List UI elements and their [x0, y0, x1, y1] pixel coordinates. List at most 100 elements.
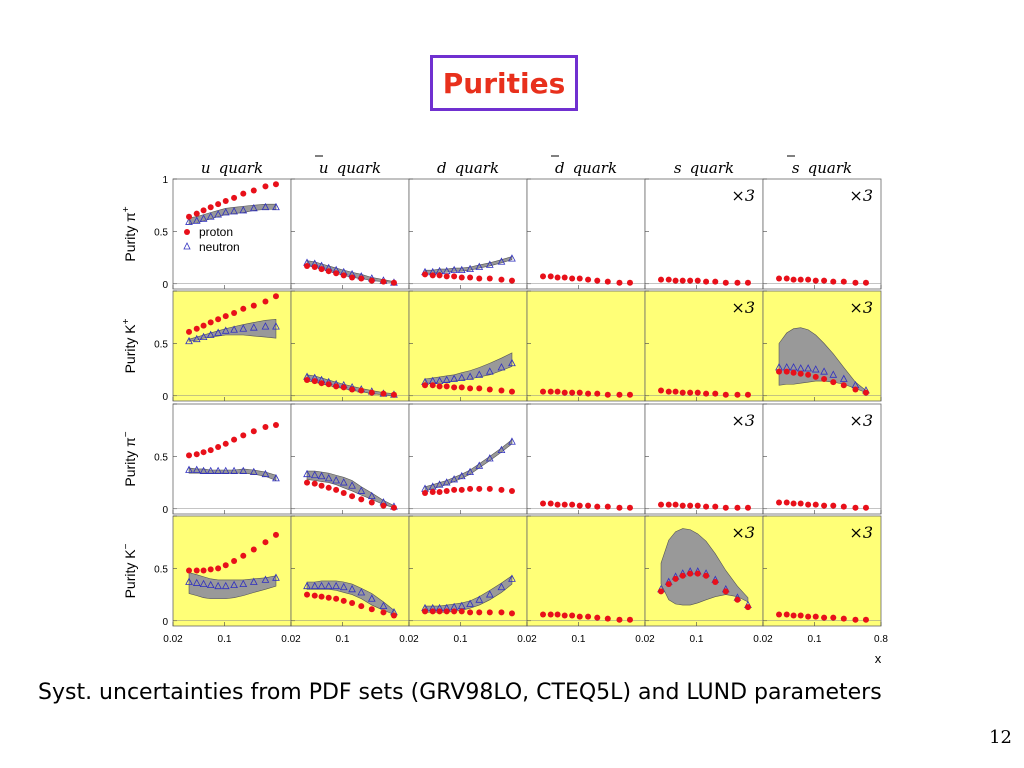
- proton-point: [703, 503, 710, 510]
- proton-point: [215, 443, 222, 450]
- neutron-point: [475, 595, 484, 603]
- neutron-point: [332, 476, 341, 484]
- proton-point: [734, 596, 741, 603]
- proton-point: [722, 391, 729, 398]
- panel-r2-c2: [408, 403, 528, 515]
- scale-note-label: ×3: [849, 186, 873, 205]
- proton-point: [694, 277, 701, 284]
- proton-point: [561, 274, 568, 281]
- neutron-point: [839, 374, 848, 382]
- proton-point: [429, 272, 436, 279]
- legend-proton-marker: [184, 229, 190, 235]
- proton-point: [790, 369, 797, 376]
- proton-point: [790, 276, 797, 283]
- proton-point: [776, 368, 783, 375]
- proton-point: [840, 615, 847, 622]
- proton-point: [561, 389, 568, 396]
- proton-point: [594, 614, 601, 621]
- proton-point: [368, 389, 375, 396]
- neutron-point: [508, 358, 516, 367]
- proton-point: [215, 201, 222, 208]
- proton-point: [540, 611, 547, 618]
- panel-r2-c5: [762, 403, 882, 515]
- proton-point: [429, 382, 436, 389]
- proton-point: [498, 276, 505, 283]
- proton-point: [368, 606, 375, 613]
- proton-point: [458, 274, 465, 281]
- neutron-point: [214, 581, 223, 590]
- proton-point: [358, 496, 365, 503]
- proton-point: [340, 272, 347, 279]
- proton-point: [380, 609, 387, 616]
- neutron-point: [206, 212, 215, 220]
- proton-point: [325, 268, 332, 275]
- purity-chart-grid: u quark u quark d quark d quark s quark s quark Puri…: [121, 155, 889, 666]
- proton-point: [333, 486, 340, 493]
- neutron-point: [442, 375, 451, 383]
- neutron-point: [475, 262, 484, 270]
- proton-point: [262, 183, 269, 190]
- proton-point: [694, 389, 701, 396]
- proton-point: [540, 388, 547, 395]
- proton-point: [304, 262, 311, 269]
- proton-point: [812, 613, 819, 620]
- neutron-point: [230, 207, 238, 215]
- scale-note-label: ×3: [849, 298, 873, 317]
- proton-point: [852, 279, 859, 286]
- neutron-point: [450, 374, 459, 382]
- proton-point: [349, 386, 356, 393]
- proton-point: [349, 274, 356, 281]
- neutron-point: [199, 332, 208, 340]
- proton-point: [304, 591, 311, 598]
- neutron-point: [272, 474, 280, 482]
- panel-r3-c3: [526, 515, 646, 627]
- neutron-point: [206, 580, 215, 589]
- proton-point: [576, 389, 583, 396]
- proton-point: [540, 273, 547, 280]
- proton-point: [222, 198, 229, 204]
- neutron-point: [357, 486, 366, 494]
- neutron-point: [324, 474, 333, 482]
- proton-point: [476, 385, 483, 392]
- proton-point: [554, 274, 561, 281]
- xtick-label: 0.02: [163, 634, 183, 645]
- proton-point: [626, 616, 633, 623]
- proton-point: [186, 213, 193, 220]
- proton-point: [272, 293, 279, 300]
- proton-point: [304, 479, 311, 486]
- proton-point: [679, 277, 686, 284]
- proton-point: [783, 275, 790, 282]
- proton-point: [830, 278, 837, 285]
- panel-r3-c5: [762, 515, 882, 627]
- neutron-point: [239, 206, 248, 214]
- neutron-point: [829, 370, 838, 378]
- proton-point: [240, 305, 247, 312]
- neutron-point: [199, 466, 208, 474]
- proton-point: [547, 388, 554, 395]
- neutron-point: [485, 260, 494, 268]
- proton-point: [797, 500, 804, 507]
- proton-point: [272, 181, 279, 188]
- neutron-point: [497, 445, 506, 453]
- proton-point: [616, 504, 623, 511]
- proton-point: [215, 316, 222, 323]
- proton-point: [311, 480, 318, 487]
- proton-point: [390, 391, 397, 398]
- neutron-point: [221, 208, 230, 216]
- neutron-point: [214, 466, 223, 474]
- proton-point: [626, 391, 633, 398]
- proton-point: [862, 616, 869, 623]
- uncertainty-band: [188, 467, 277, 481]
- proton-point: [665, 276, 672, 283]
- proton-point: [186, 452, 193, 459]
- proton-point: [658, 276, 665, 283]
- row-ylabel-0: Purity π+: [121, 206, 138, 261]
- scale-note-label: ×3: [731, 523, 755, 542]
- proton-point: [734, 504, 741, 511]
- proton-point: [380, 502, 387, 509]
- xtick-label: 0.02: [399, 634, 419, 645]
- proton-point: [467, 485, 474, 492]
- column-header-2: d quark: [437, 159, 499, 177]
- proton-point: [498, 486, 505, 493]
- ytick-label: 0: [162, 505, 168, 516]
